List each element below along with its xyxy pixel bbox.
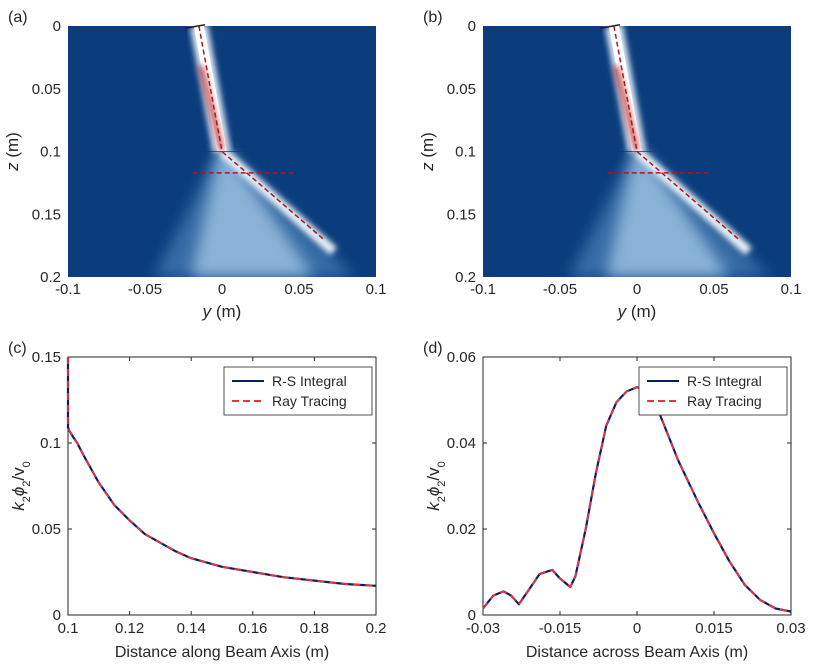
legend-label: R-S Integral [272,373,347,389]
x-tick-label: -0.1 [55,281,81,298]
x-tick-label: -0.05 [128,281,162,298]
x-tick-label: 0 [218,281,226,298]
y-label-v: /v [9,467,28,481]
x-tick-label: -0.05 [543,281,577,298]
y-tick-label: 0.05 [447,81,476,98]
transducer [184,24,206,29]
x-axis-var: y [617,302,628,321]
panel-c: (c) 0.1 0.12 0.14 0.16 0.18 0.2 0 0.05 0.1 0.15 R-S… [8,340,386,661]
y-label-v-sub: 0 [436,461,448,467]
ray-path-refracted [613,26,740,240]
y-axis-var: z [3,162,22,172]
y-tick-label: 0 [53,607,61,624]
y-label-k: k [424,501,443,511]
legend-label: Ray Tracing [272,393,347,409]
panel-b: (b) -0.1 -0.05 0 0.05 0.1 0 0.05 0.1 0.15 0.2 y (m)… [418,9,801,321]
x-tick-label: 0.015 [695,620,733,637]
refracted-core [606,151,730,277]
panel-a: (a) -0.1 -0.05 0 0.05 0.1 0 0.05 0.1 0.15 0.2 y (m)… [3,9,386,321]
x-tick-label: 0 [633,281,641,298]
legend-label: Ray Tracing [687,393,762,409]
beam-field [68,26,376,277]
y-axis-label: z (m) [418,132,437,172]
y-label-k-sub: 2 [436,496,448,502]
transducer [599,24,621,29]
series-line-ray-tracing [482,386,792,613]
y-tick-label: 0.15 [447,206,476,223]
y-tick-label: 0.05 [32,81,61,98]
x-tick-label: 0.12 [115,620,144,637]
x-tick-label: 0.1 [58,620,79,637]
y-tick-label: 0.15 [32,349,61,366]
x-axis-label: Distance along Beam Axis (m) [115,644,329,661]
x-tick-label: 0.2 [366,620,387,637]
y-axis-label: z (m) [3,132,22,172]
legend-label: R-S Integral [687,373,762,389]
x-tick-label: 0.1 [366,281,387,298]
x-axis-unit: (m) [626,302,656,321]
series-line-ray-tracing [67,357,377,587]
x-axis-unit: (m) [211,302,241,321]
x-axis-label: y (m) [202,302,242,321]
panel-label-a: (a) [8,9,28,26]
y-label-v: /v [424,467,443,481]
y-tick-label: 0 [468,607,476,624]
ray-path-refracted [198,26,325,240]
y-axis-unit: (m) [418,132,437,162]
y-tick-label: 0.1 [455,144,476,161]
x-tick-label: 0 [633,620,641,637]
y-tick-label: 0.2 [455,269,476,286]
x-tick-label: 0.18 [300,620,329,637]
y-axis-var: z [418,162,437,172]
x-tick-label: 0.14 [177,620,206,637]
incident-beam-core [198,65,224,152]
panel-label-d: (d) [423,340,443,357]
legend-box [638,366,788,416]
panel-d: (d) -0.03 -0.015 0 0.015 0.03 0 0.02 0.04 0.06 R-S… [423,340,806,661]
x-axis-label: Distance across Beam Axis (m) [526,644,748,661]
y-tick-label: 0.2 [40,269,61,286]
y-label-k: k [9,501,28,511]
y-axis-label: k2ϕ2/v0 [424,461,448,511]
y-tick-label: 0 [53,18,61,35]
y-label-phi: ϕ [9,487,28,496]
y-label-k-sub: 2 [21,496,33,502]
x-tick-label: -0.03 [466,620,500,637]
y-axis-unit: (m) [3,132,22,162]
legend-box [223,366,373,416]
x-tick-label: 0.03 [776,620,805,637]
y-label-phi-sub: 2 [436,481,448,487]
x-tick-label: -0.1 [470,281,496,298]
panel-label-b: (b) [423,9,443,26]
x-tick-label: 0.05 [284,281,313,298]
y-label-phi-sub: 2 [21,481,33,487]
x-tick-label: 0.05 [699,281,728,298]
y-tick-label: 0.02 [447,521,476,538]
x-axis-var: y [202,302,213,321]
x-tick-label: 0.16 [238,620,267,637]
y-tick-label: 0.05 [32,521,61,538]
y-axis-label: k2ϕ2/v0 [9,461,33,511]
y-label-phi: ϕ [424,487,443,496]
y-tick-label: 0.15 [32,206,61,223]
y-tick-label: 0.1 [40,435,61,452]
y-tick-label: 0.04 [447,435,476,452]
x-tick-label: -0.015 [539,620,582,637]
y-tick-label: 0.1 [40,144,61,161]
y-tick-label: 0.06 [447,349,476,366]
beam-field [483,26,791,277]
refracted-core [191,151,315,277]
x-tick-label: 0.1 [781,281,802,298]
panel-label-c: (c) [8,340,27,357]
incident-beam-core [613,65,639,152]
y-label-v-sub: 0 [21,461,33,467]
x-axis-label: y (m) [617,302,657,321]
y-tick-label: 0 [468,18,476,35]
